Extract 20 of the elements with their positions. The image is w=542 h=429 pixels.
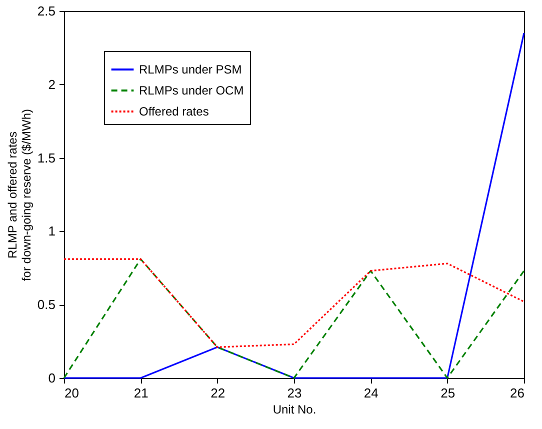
legend-label: RLMPs under PSM xyxy=(139,62,242,76)
legend-label: Offered rates xyxy=(139,104,209,118)
y-tick-label: 0.5 xyxy=(37,297,56,312)
x-axis-title: Unit No. xyxy=(272,402,316,416)
x-tick-label: 24 xyxy=(364,386,378,400)
line-series xyxy=(63,258,525,379)
y-tick-label: 0 xyxy=(48,370,56,386)
y-tick-label: 2 xyxy=(48,76,56,92)
legend-label: RLMPs under OCM xyxy=(139,84,244,98)
y-tick-label: 2.5 xyxy=(37,4,56,18)
x-tick-label: 22 xyxy=(210,386,226,400)
y-tick-label: 1.5 xyxy=(37,150,56,166)
line-series xyxy=(63,258,525,348)
x-tick-label: 23 xyxy=(287,386,302,400)
x-tick-label: 21 xyxy=(134,386,148,400)
x-tick-label: 26 xyxy=(510,386,524,400)
x-tick-label: 25 xyxy=(440,386,456,400)
y-tick-label: 1 xyxy=(48,224,56,239)
y-axis-title: RLMP and offered rates for down-going reserve ($/MWh) xyxy=(5,108,34,282)
x-tick-label: 20 xyxy=(64,386,79,400)
